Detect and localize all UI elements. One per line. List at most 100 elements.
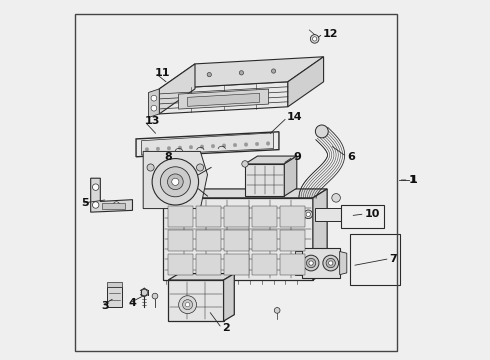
Polygon shape <box>163 189 327 198</box>
Circle shape <box>242 161 248 167</box>
Polygon shape <box>313 189 327 280</box>
Polygon shape <box>168 280 223 321</box>
Bar <box>252 206 277 227</box>
Polygon shape <box>148 89 159 117</box>
Circle shape <box>255 142 259 146</box>
Polygon shape <box>178 89 269 109</box>
Polygon shape <box>315 207 342 221</box>
Circle shape <box>178 146 182 149</box>
Circle shape <box>271 69 276 73</box>
Polygon shape <box>91 178 132 212</box>
Text: 9: 9 <box>293 152 301 162</box>
Circle shape <box>200 145 204 148</box>
Circle shape <box>183 300 193 310</box>
Bar <box>252 230 277 251</box>
Circle shape <box>156 147 160 150</box>
Circle shape <box>185 302 190 307</box>
Circle shape <box>196 164 204 171</box>
Circle shape <box>306 258 316 268</box>
Circle shape <box>306 212 310 216</box>
Circle shape <box>326 258 335 268</box>
Bar <box>196 254 221 275</box>
Circle shape <box>168 174 183 190</box>
Text: 4: 4 <box>129 298 137 308</box>
Bar <box>342 205 384 228</box>
Circle shape <box>211 144 215 148</box>
Circle shape <box>151 105 157 111</box>
Polygon shape <box>245 164 284 196</box>
Text: 11: 11 <box>155 68 171 78</box>
Circle shape <box>222 144 226 147</box>
Bar <box>102 203 125 208</box>
Circle shape <box>207 72 211 77</box>
Bar <box>280 254 305 275</box>
Circle shape <box>147 164 154 171</box>
Circle shape <box>113 202 120 208</box>
Circle shape <box>167 147 171 150</box>
Circle shape <box>316 125 328 138</box>
Polygon shape <box>107 282 122 287</box>
Circle shape <box>179 296 196 314</box>
Circle shape <box>323 255 339 271</box>
Circle shape <box>310 35 319 43</box>
Bar <box>168 230 193 251</box>
Circle shape <box>151 95 157 101</box>
Bar <box>168 206 193 227</box>
Circle shape <box>274 307 280 313</box>
Text: 12: 12 <box>323 28 339 39</box>
Polygon shape <box>142 133 273 155</box>
Circle shape <box>309 261 313 265</box>
Circle shape <box>152 158 198 205</box>
Circle shape <box>172 178 179 185</box>
Text: 14: 14 <box>287 112 303 122</box>
Polygon shape <box>143 152 207 208</box>
Circle shape <box>172 207 179 214</box>
Polygon shape <box>159 64 195 114</box>
Bar <box>196 206 221 227</box>
Polygon shape <box>159 82 288 114</box>
Text: 2: 2 <box>222 323 229 333</box>
Circle shape <box>266 142 270 145</box>
Polygon shape <box>223 274 234 321</box>
Polygon shape <box>284 156 297 196</box>
Circle shape <box>189 145 193 149</box>
Polygon shape <box>245 156 297 164</box>
Circle shape <box>313 37 317 41</box>
Circle shape <box>303 255 319 271</box>
Text: 1: 1 <box>409 175 416 185</box>
Bar <box>224 206 249 227</box>
Text: 8: 8 <box>165 152 172 162</box>
Polygon shape <box>159 57 323 89</box>
Circle shape <box>244 143 248 146</box>
Circle shape <box>141 289 147 296</box>
Circle shape <box>152 293 158 299</box>
Circle shape <box>239 71 244 75</box>
Text: 7: 7 <box>390 253 397 264</box>
Polygon shape <box>163 198 313 280</box>
Circle shape <box>145 148 148 151</box>
Text: 10: 10 <box>365 209 380 219</box>
Circle shape <box>160 167 190 197</box>
Polygon shape <box>302 248 340 278</box>
Polygon shape <box>107 287 122 307</box>
Circle shape <box>329 261 333 265</box>
Circle shape <box>93 184 99 190</box>
Polygon shape <box>168 274 234 280</box>
Text: 6: 6 <box>347 152 355 162</box>
Polygon shape <box>188 93 260 106</box>
Text: 13: 13 <box>144 116 160 126</box>
Bar <box>196 230 221 251</box>
Polygon shape <box>340 251 347 275</box>
Bar <box>350 234 400 285</box>
Bar <box>280 230 305 251</box>
Text: 1: 1 <box>410 175 418 185</box>
Circle shape <box>233 143 237 147</box>
Text: 5: 5 <box>81 198 89 208</box>
Bar <box>168 254 193 275</box>
Bar <box>224 230 249 251</box>
Bar <box>252 254 277 275</box>
Circle shape <box>332 194 341 202</box>
Circle shape <box>93 202 99 208</box>
Circle shape <box>304 210 313 219</box>
Polygon shape <box>136 132 279 157</box>
